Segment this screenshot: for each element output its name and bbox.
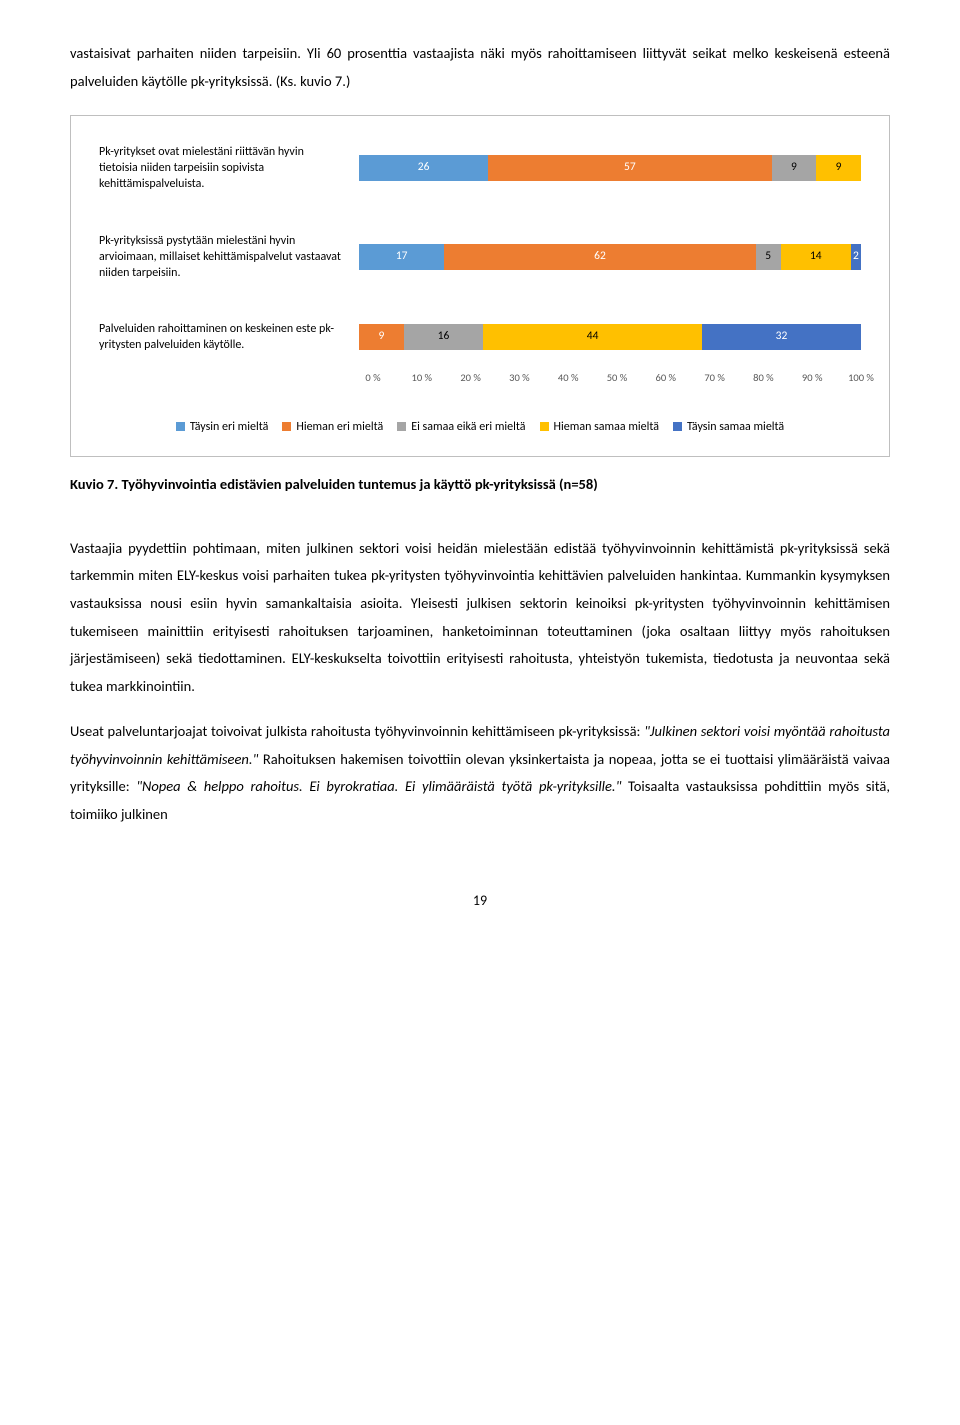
chart-bar-row: Palveluiden rahoittaminen on keskeinen e… (99, 321, 861, 353)
axis-tick-label: 80 % (753, 368, 774, 388)
chart-legend: Täysin eri mieltä Hieman eri mieltä Ei sam… (99, 416, 861, 439)
chart-bar-track: 9164432 (359, 324, 861, 350)
axis-tick-label: 40 % (558, 368, 579, 388)
legend-swatch (176, 422, 185, 431)
chart-axis: 0 %10 %20 %30 %40 %50 %60 %70 %80 %90 %1… (373, 362, 861, 384)
legend-swatch (540, 422, 549, 431)
chart-bar-row: Pk-yrityksissä pystytään mielestäni hyvi… (99, 233, 861, 282)
legend-item: Hieman eri mieltä (282, 416, 383, 439)
axis-tick-label: 50 % (607, 368, 628, 388)
body-paragraph-1: Vastaajia pyydettiin pohtimaan, miten ju… (70, 535, 890, 700)
body2-quote-2: "Nopea & helppo rahoitus. Ei byrokratiaa… (136, 777, 621, 795)
chart-bar-label: Palveluiden rahoittaminen on keskeinen e… (99, 321, 359, 353)
chart-bar-segment: 57 (488, 155, 771, 181)
chart-bar-segment: 9 (772, 155, 817, 181)
chart-bar-segment: 5 (756, 244, 781, 270)
chart-bar-segment: 9 (816, 155, 861, 181)
legend-label: Täysin eri mieltä (190, 416, 269, 439)
legend-label: Ei samaa eikä eri mieltä (411, 416, 525, 439)
chart-bar-track: 17625142 (359, 244, 861, 270)
chart-bar-label: Pk-yrityksissä pystytään mielestäni hyvi… (99, 233, 359, 282)
body2-text-a: Useat palveluntarjoajat toivoivat julkis… (70, 722, 644, 740)
legend-item: Täysin eri mieltä (176, 416, 269, 439)
chart-bar-segment: 17 (359, 244, 444, 270)
chart-bar-segment: 14 (781, 244, 851, 270)
chart-bar-segment: 16 (404, 324, 484, 350)
axis-tick-label: 70 % (704, 368, 725, 388)
page-number: 19 (70, 888, 890, 915)
body-paragraph-2: Useat palveluntarjoajat toivoivat julkis… (70, 718, 890, 828)
legend-label: Täysin samaa mieltä (687, 416, 784, 439)
chart-bar-segment: 2 (851, 244, 861, 270)
chart-bar-segment: 62 (444, 244, 755, 270)
chart-bar-segment: 9 (359, 324, 404, 350)
legend-swatch (673, 422, 682, 431)
axis-tick-label: 30 % (509, 368, 530, 388)
chart-bar-label: Pk-yritykset ovat mielestäni riittävän h… (99, 144, 359, 193)
axis-tick-label: 0 % (365, 368, 380, 388)
chart-bar-track: 265799 (359, 155, 861, 181)
legend-item: Hieman samaa mieltä (540, 416, 659, 439)
axis-tick-label: 100 % (848, 368, 874, 388)
legend-label: Hieman eri mieltä (296, 416, 383, 439)
legend-label: Hieman samaa mieltä (554, 416, 659, 439)
axis-tick-label: 20 % (460, 368, 481, 388)
axis-tick-label: 60 % (656, 368, 677, 388)
chart-bar-segment: 32 (702, 324, 861, 350)
legend-swatch (397, 422, 406, 431)
chart-bar-segment: 44 (483, 324, 702, 350)
chart-caption: Kuvio 7. Työhyvinvointia edistävien palv… (70, 471, 890, 499)
chart-container: Pk-yritykset ovat mielestäni riittävän h… (70, 115, 890, 457)
legend-swatch (282, 422, 291, 431)
axis-tick-label: 10 % (412, 368, 433, 388)
legend-item: Täysin samaa mieltä (673, 416, 784, 439)
intro-paragraph: vastaisivat parhaiten niiden tarpeisiin.… (70, 40, 890, 95)
legend-item: Ei samaa eikä eri mieltä (397, 416, 525, 439)
chart-bar-segment: 26 (359, 155, 488, 181)
axis-tick-label: 90 % (802, 368, 823, 388)
chart-bar-row: Pk-yritykset ovat mielestäni riittävän h… (99, 144, 861, 193)
